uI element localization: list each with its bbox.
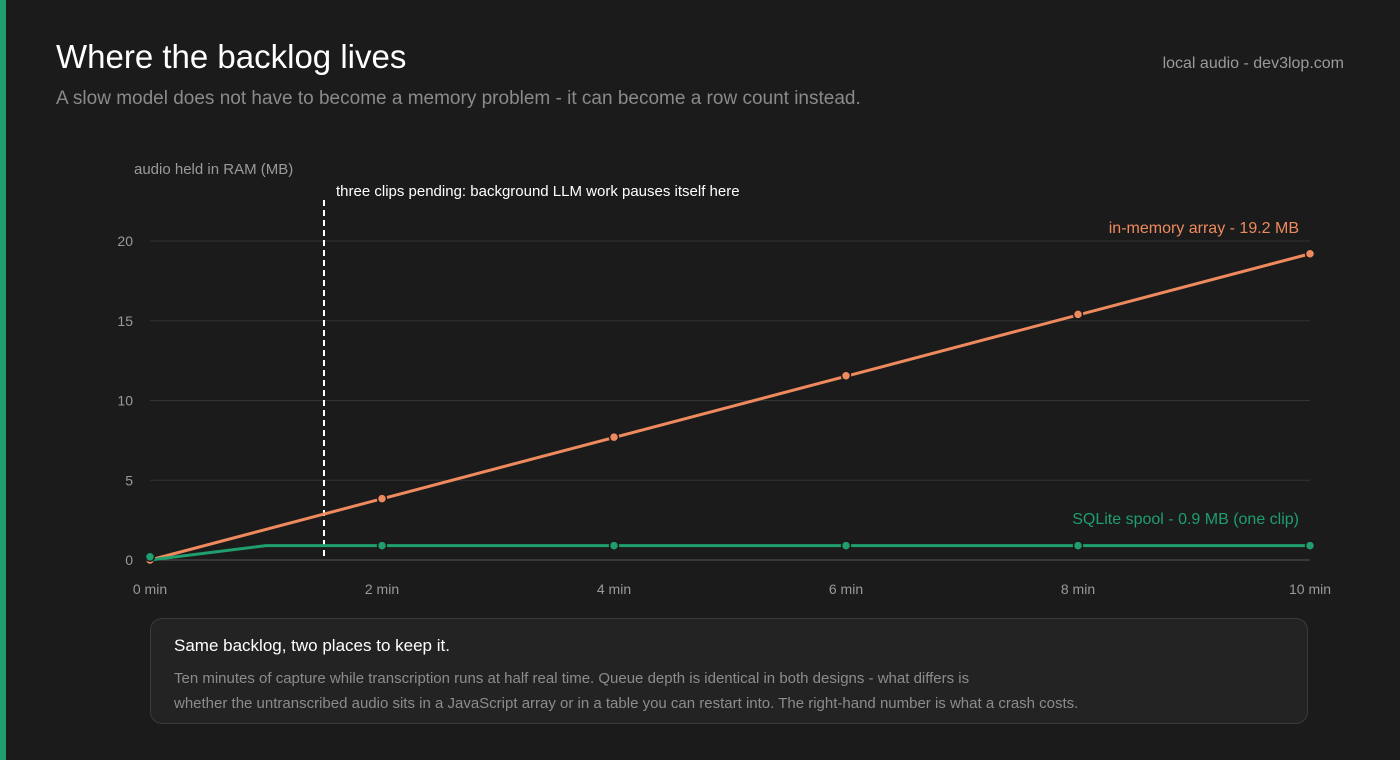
summary-card-line-1: Ten minutes of capture while transcripti…	[174, 670, 970, 687]
y-tick-label: 20	[117, 233, 133, 249]
x-tick-label: 2 min	[365, 581, 399, 597]
data-point	[1304, 540, 1316, 551]
data-point	[840, 540, 852, 551]
source-label: local audio - dev3lop.com	[1162, 55, 1344, 72]
summary-card-title: Same backlog, two places to keep it.	[174, 636, 450, 655]
summary-card-line-2: whether the untranscribed audio sits in …	[174, 695, 1079, 712]
summary-card: Same backlog, two places to keep it. Ten…	[150, 618, 1308, 724]
x-tick-label: 0 min	[133, 581, 167, 597]
annotation-label: three clips pending: background LLM work…	[336, 183, 740, 200]
series-line-sqlite	[149, 544, 1310, 562]
x-tick-label: 6 min	[829, 581, 863, 597]
series-label-in-memory: in-memory array - 19.2 MB	[1109, 220, 1299, 237]
series-line-in-memory	[149, 252, 1311, 562]
data-point	[376, 493, 388, 504]
y-tick-label: 0	[125, 552, 133, 568]
data-point	[1304, 248, 1316, 260]
page-title: Where the backlog lives	[56, 38, 407, 75]
y-tick-label: 10	[117, 393, 133, 409]
data-point	[1072, 309, 1084, 320]
data-point	[144, 551, 156, 563]
x-tick-label: 4 min	[597, 581, 631, 597]
y-tick-label: 5	[125, 472, 133, 488]
line-chart: 0 5 10 15 20 0 min 2 min 4 min 6 min 8 min 10 min a…	[117, 161, 1331, 597]
data-point	[1072, 540, 1084, 551]
data-point	[376, 540, 388, 551]
data-point	[840, 370, 852, 382]
x-tick-label: 10 min	[1289, 581, 1331, 597]
series-label-sqlite: SQLite spool - 0.9 MB (one clip)	[1072, 511, 1299, 528]
data-point	[608, 540, 620, 551]
accent-bar	[0, 0, 6, 760]
data-point	[608, 431, 620, 443]
x-tick-label: 8 min	[1061, 581, 1095, 597]
page-subtitle: A slow model does not have to become a m…	[56, 88, 861, 109]
y-tick-label: 15	[117, 313, 133, 329]
y-axis-label: audio held in RAM (MB)	[134, 161, 293, 178]
summary-card-body: Ten minutes of capture while transcripti…	[174, 666, 1284, 716]
